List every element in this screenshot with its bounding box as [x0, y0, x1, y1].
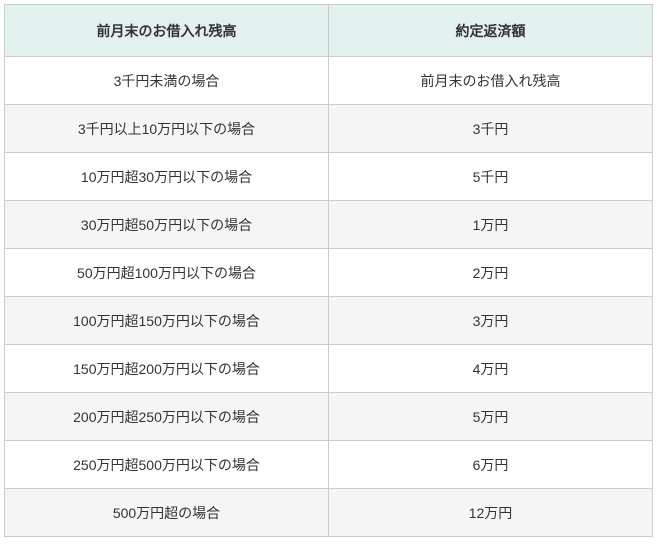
table-row: 150万円超200万円以下の場合 4万円	[5, 345, 653, 393]
cell-balance: 50万円超100万円以下の場合	[5, 249, 329, 297]
cell-repayment: 2万円	[329, 249, 653, 297]
cell-repayment: 5千円	[329, 153, 653, 201]
cell-balance: 30万円超50万円以下の場合	[5, 201, 329, 249]
cell-balance: 250万円超500万円以下の場合	[5, 441, 329, 489]
cell-balance: 10万円超30万円以下の場合	[5, 153, 329, 201]
table-row: 10万円超30万円以下の場合 5千円	[5, 153, 653, 201]
cell-repayment: 3万円	[329, 297, 653, 345]
header-repayment: 約定返済額	[329, 5, 653, 57]
table-header-row: 前月末のお借入れ残高 約定返済額	[5, 5, 653, 57]
table-row: 50万円超100万円以下の場合 2万円	[5, 249, 653, 297]
cell-balance: 200万円超250万円以下の場合	[5, 393, 329, 441]
table-row: 3千円未満の場合 前月末のお借入れ残高	[5, 57, 653, 105]
header-balance: 前月末のお借入れ残高	[5, 5, 329, 57]
cell-balance: 150万円超200万円以下の場合	[5, 345, 329, 393]
cell-balance: 500万円超の場合	[5, 489, 329, 537]
table-row: 250万円超500万円以下の場合 6万円	[5, 441, 653, 489]
cell-repayment: 1万円	[329, 201, 653, 249]
cell-repayment: 5万円	[329, 393, 653, 441]
cell-repayment: 12万円	[329, 489, 653, 537]
table-row: 100万円超150万円以下の場合 3万円	[5, 297, 653, 345]
cell-repayment: 前月末のお借入れ残高	[329, 57, 653, 105]
cell-balance: 3千円以上10万円以下の場合	[5, 105, 329, 153]
cell-repayment: 4万円	[329, 345, 653, 393]
cell-repayment: 6万円	[329, 441, 653, 489]
table-row: 500万円超の場合 12万円	[5, 489, 653, 537]
table-row: 30万円超50万円以下の場合 1万円	[5, 201, 653, 249]
table-row: 200万円超250万円以下の場合 5万円	[5, 393, 653, 441]
cell-balance: 100万円超150万円以下の場合	[5, 297, 329, 345]
table-row: 3千円以上10万円以下の場合 3千円	[5, 105, 653, 153]
cell-balance: 3千円未満の場合	[5, 57, 329, 105]
repayment-table: 前月末のお借入れ残高 約定返済額 3千円未満の場合 前月末のお借入れ残高 3千円…	[4, 4, 653, 537]
cell-repayment: 3千円	[329, 105, 653, 153]
